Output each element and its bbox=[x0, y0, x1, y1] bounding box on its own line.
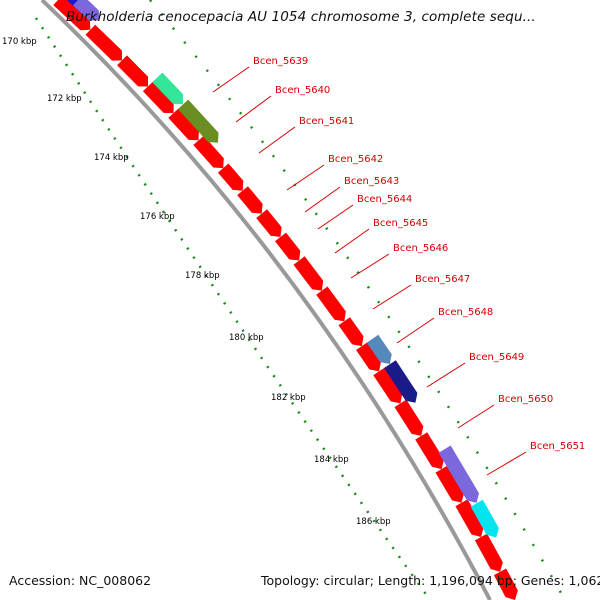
gene-arrow[interactable] bbox=[394, 399, 424, 436]
gene-label-leader-line bbox=[235, 95, 272, 123]
feature-top-purple[interactable] bbox=[72, 0, 100, 21]
summary-text: Topology: circular; Length: 1,196,094 bp… bbox=[261, 573, 600, 588]
scale-tick-label: 176 kbp bbox=[140, 212, 175, 222]
accession-text: Accession: NC_008062 bbox=[9, 573, 152, 588]
map-title: Burkholderia cenocepacia AU 1054 chromos… bbox=[66, 9, 536, 25]
scale-tick-label: 178 kbp bbox=[185, 271, 220, 281]
feature-bcen-5640[interactable] bbox=[177, 99, 219, 143]
gene-label-leader-line bbox=[286, 164, 325, 191]
scale-ticks: 170 kbp 172 kbp 174 kbp 176 kbp 178 kbp 180 k… bbox=[2, 37, 391, 527]
gene-labels[interactable]: Bcen_5639 Bcen_5640 Bcen_5641 Bcen_5642 Bcen… bbox=[212, 56, 585, 476]
gene-arrow[interactable] bbox=[455, 499, 484, 537]
gene-arrow[interactable] bbox=[142, 81, 174, 114]
gc-content-track bbox=[34, 17, 432, 600]
gene-arrow[interactable] bbox=[53, 0, 91, 31]
gene-label-leader-line bbox=[334, 228, 370, 254]
feature-bcen-5651-a[interactable] bbox=[438, 445, 479, 503]
gene-arrow[interactable] bbox=[435, 465, 465, 503]
gene-arrow[interactable] bbox=[356, 342, 381, 372]
gene-label[interactable]: Bcen_5645 bbox=[373, 218, 428, 229]
gene-arrow[interactable] bbox=[373, 367, 403, 404]
gene-label-leader-line bbox=[457, 404, 495, 429]
gene-arrow[interactable] bbox=[493, 568, 518, 600]
gene-label[interactable]: Bcen_5646 bbox=[393, 243, 448, 254]
gene-label[interactable]: Bcen_5640 bbox=[275, 85, 330, 96]
gene-arrow[interactable] bbox=[237, 186, 263, 214]
feature-bcen-5649[interactable] bbox=[384, 360, 418, 403]
gene-arrow[interactable] bbox=[275, 232, 301, 261]
gene-label[interactable]: Bcen_5651 bbox=[530, 441, 585, 452]
gene-label-leader-line bbox=[304, 186, 341, 213]
gene-label[interactable]: Bcen_5650 bbox=[498, 394, 553, 405]
gene-label-leader-line bbox=[317, 204, 354, 230]
genome-backbone bbox=[40, 0, 492, 600]
scale-tick-label: 180 kbp bbox=[229, 333, 264, 343]
gene-label-leader-line bbox=[350, 253, 390, 279]
scale-tick-label: 186 kbp bbox=[356, 517, 391, 527]
gene-label[interactable]: Bcen_5643 bbox=[344, 176, 399, 187]
gene-label-leader-line bbox=[486, 451, 527, 476]
scale-tick-label: 172 kbp bbox=[47, 94, 82, 104]
feature-track-dots bbox=[149, 0, 567, 600]
gene-label[interactable]: Bcen_5642 bbox=[328, 154, 383, 165]
gene-arrow[interactable] bbox=[217, 163, 244, 191]
gene-arrow[interactable] bbox=[256, 209, 282, 237]
scale-tick-label: 170 kbp bbox=[2, 37, 37, 47]
gene-label[interactable]: Bcen_5648 bbox=[438, 307, 493, 318]
gene-arrow[interactable] bbox=[316, 286, 346, 322]
gene-label-leader-line bbox=[372, 284, 412, 310]
gene-arrow[interactable] bbox=[293, 256, 324, 291]
forward-strand-genes[interactable] bbox=[53, 0, 518, 600]
gene-label[interactable]: Bcen_5641 bbox=[299, 116, 354, 127]
feature-bcen-5639[interactable] bbox=[152, 72, 184, 105]
gene-arrow[interactable] bbox=[85, 24, 123, 61]
gene-label[interactable]: Bcen_5644 bbox=[357, 194, 412, 205]
gene-label-leader-line bbox=[212, 66, 250, 93]
gene-arrow[interactable] bbox=[338, 317, 364, 347]
gene-arrow[interactable] bbox=[474, 533, 503, 572]
gene-arrow[interactable] bbox=[117, 55, 148, 87]
scale-tick-label: 182 kbp bbox=[271, 393, 306, 403]
scale-tick-label: 174 kbp bbox=[94, 153, 129, 163]
gene-arrow[interactable] bbox=[193, 135, 224, 169]
feature-bcen-5648[interactable] bbox=[366, 334, 392, 364]
backbone-highlight bbox=[46, 0, 497, 600]
gene-arrow[interactable] bbox=[168, 108, 199, 141]
gene-label[interactable]: Bcen_5649 bbox=[469, 352, 524, 363]
gene-label-leader-line bbox=[258, 126, 296, 154]
gene-label[interactable]: Bcen_5647 bbox=[415, 274, 470, 285]
scale-tick-label: 184 kbp bbox=[314, 455, 349, 465]
gene-label-leader-line bbox=[426, 362, 466, 388]
feature-bcen-5651-b[interactable] bbox=[470, 499, 499, 538]
gene-label[interactable]: Bcen_5639 bbox=[253, 56, 308, 67]
colored-features[interactable] bbox=[62, 0, 499, 538]
gene-arrow[interactable] bbox=[415, 432, 444, 470]
gene-label-leader-line bbox=[396, 317, 435, 344]
